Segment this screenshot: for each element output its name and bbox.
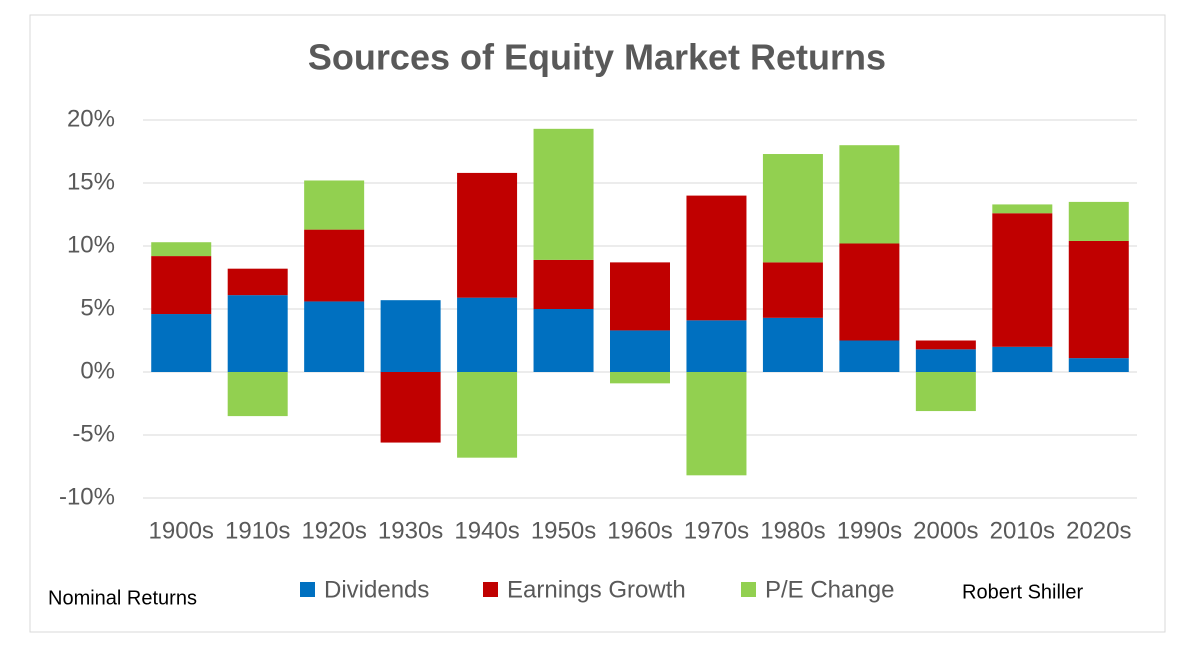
legend-swatch [741,582,756,597]
annotation: Robert Shiller [962,581,1084,603]
y-tick-label: 0% [80,357,115,384]
x-tick-label: 1990s [837,517,902,544]
bar-segment [227,268,288,296]
bar-segment [151,242,212,257]
x-tick-label: 2000s [913,517,978,544]
bar-segment [915,340,976,350]
legend-swatch [300,582,315,597]
x-tick-label: 1930s [378,517,443,544]
bar-segment [610,330,670,372]
y-tick-label: -5% [72,420,115,447]
y-tick-label: 10% [67,231,115,258]
bar-segment [686,372,747,476]
bar-segment [762,154,823,263]
x-tick-label: 1980s [760,517,825,544]
bar-segment [304,301,365,372]
bar-segment [1068,201,1129,241]
chart-frame [29,14,1166,633]
bar-segment [915,349,976,372]
legend-swatch [483,582,498,597]
bar-segment [533,309,594,372]
x-tick-label: 2010s [990,517,1055,544]
bar-segment [151,314,212,372]
bar-segment [915,372,976,412]
legend-label: Earnings Growth [507,576,686,603]
x-tick-label: 1920s [301,517,366,544]
bar-segment [533,128,594,260]
bar-segment [992,346,1053,372]
legend-label: P/E Change [765,576,894,603]
x-tick-label: 1910s [225,517,290,544]
x-tick-label: 1970s [684,517,749,544]
bar-segment [1068,240,1129,359]
bar-segment [839,243,900,341]
x-tick-label: 1960s [607,517,672,544]
x-tick-label: 1900s [149,517,214,544]
bar-segment [304,229,365,302]
bar-segment [839,145,900,244]
x-tick-label: 1950s [531,517,596,544]
x-tick-label: 2020s [1066,517,1131,544]
bar-segment [304,180,365,230]
bar-segment [457,372,518,458]
bar-segment [839,340,900,372]
bar-segment [762,262,823,318]
legend-label: Dividends [324,576,429,603]
bar-segment [151,256,212,315]
y-tick-label: -10% [59,483,115,510]
bar-segment [686,195,747,321]
bar-segment [380,300,441,372]
bar-segment [610,372,670,384]
bar-segment [610,262,670,331]
x-tick-label: 1940s [454,517,519,544]
bar-segment [686,320,747,372]
y-tick-label: 20% [67,105,115,132]
bar-segment [992,204,1053,214]
annotation: Nominal Returns [48,587,197,609]
bar-segment [762,317,823,372]
bar-segment [533,259,594,309]
bar-segment [380,372,441,443]
bar-segment [227,372,288,417]
y-tick-label: 5% [80,294,115,321]
bar-segment [1068,358,1129,372]
y-tick-label: 15% [67,168,115,195]
bar-segment [992,213,1053,347]
chart-title: Sources of Equity Market Returns [308,37,886,78]
bar-segment [457,297,518,372]
bar-segment [457,172,518,298]
bar-segment [227,295,288,372]
